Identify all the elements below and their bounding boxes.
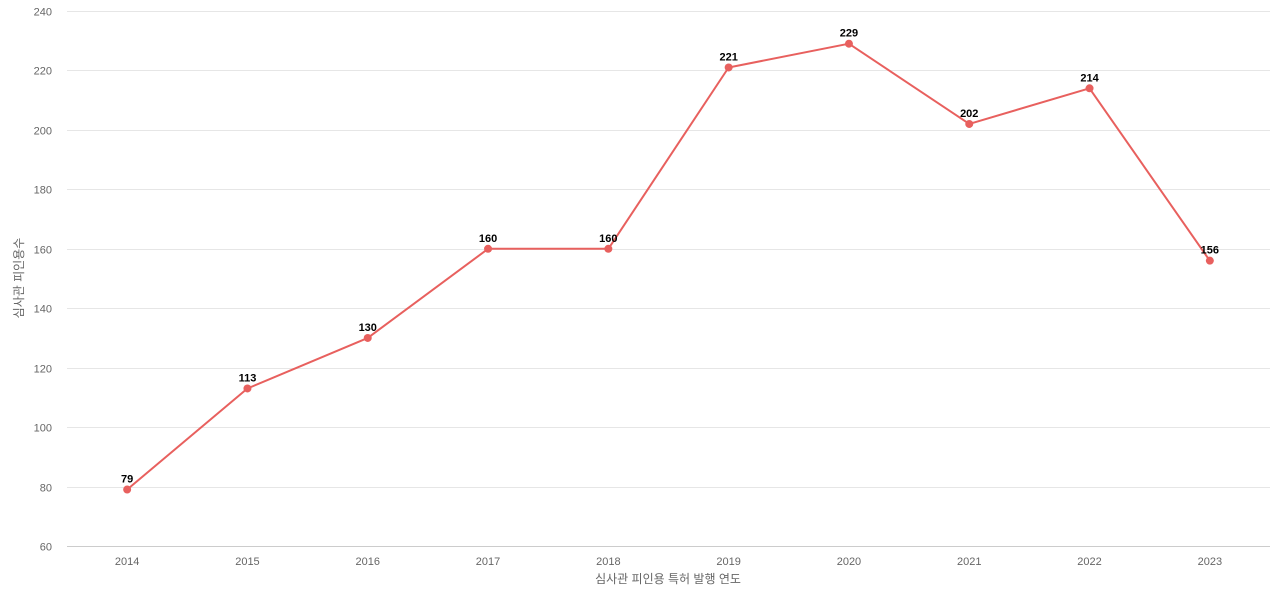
data-label: 113 [239, 372, 257, 384]
x-tick-label: 2017 [476, 556, 500, 568]
data-label: 221 [719, 51, 737, 63]
x-tick-label: 2020 [837, 556, 861, 568]
y-tick-label: 60 [40, 542, 52, 554]
y-tick-label: 120 [34, 364, 52, 376]
y-tick-label: 180 [34, 185, 52, 197]
data-point[interactable] [1205, 256, 1214, 265]
data-point[interactable] [363, 333, 372, 342]
y-tick-label: 220 [34, 66, 52, 78]
x-tick-label: 2016 [356, 556, 380, 568]
data-point[interactable] [123, 485, 132, 494]
x-tick-label: 2014 [115, 556, 139, 568]
data-label: 160 [479, 233, 497, 245]
x-tick-label: 2018 [596, 556, 620, 568]
data-label: 202 [960, 108, 978, 120]
x-tick-label: 2022 [1077, 556, 1101, 568]
x-tick-label: 2015 [235, 556, 259, 568]
y-axis-title: 심사관 피인용수 [12, 238, 26, 319]
label-layer: 79 113 130 160 160 221 229 202 214 156 [121, 28, 1219, 486]
y-tick-label: 240 [34, 7, 52, 19]
series-layer [123, 39, 1214, 494]
x-tick-label: 2019 [716, 556, 740, 568]
data-point[interactable] [243, 384, 252, 393]
data-point[interactable] [484, 244, 493, 253]
x-axis-title: 심사관 피인용 특허 발행 연도 [595, 571, 741, 586]
data-label: 229 [840, 28, 858, 40]
y-tick-label: 80 [40, 483, 52, 495]
y-tick-label: 100 [34, 423, 52, 435]
x-tick-label: 2021 [957, 556, 981, 568]
data-point[interactable] [965, 119, 974, 128]
x-tick-label: 2023 [1198, 556, 1222, 568]
grid-layer [67, 11, 1270, 488]
series-line [126, 42, 1211, 491]
data-point[interactable] [844, 39, 853, 48]
data-point[interactable] [1085, 84, 1094, 93]
y-tick-label: 140 [34, 304, 52, 316]
data-label: 130 [359, 322, 377, 334]
data-label: 160 [599, 233, 617, 245]
y-tick-label: 160 [34, 245, 52, 257]
data-label: 214 [1080, 72, 1099, 84]
data-label: 156 [1201, 245, 1219, 257]
data-label: 79 [121, 474, 133, 486]
axis-layer: 60 80 100 120 140 160 180 200 220 240 2014 2015 2016… [34, 7, 1270, 568]
data-point[interactable] [724, 63, 733, 72]
y-tick-label: 200 [34, 126, 52, 138]
data-point[interactable] [604, 244, 613, 253]
